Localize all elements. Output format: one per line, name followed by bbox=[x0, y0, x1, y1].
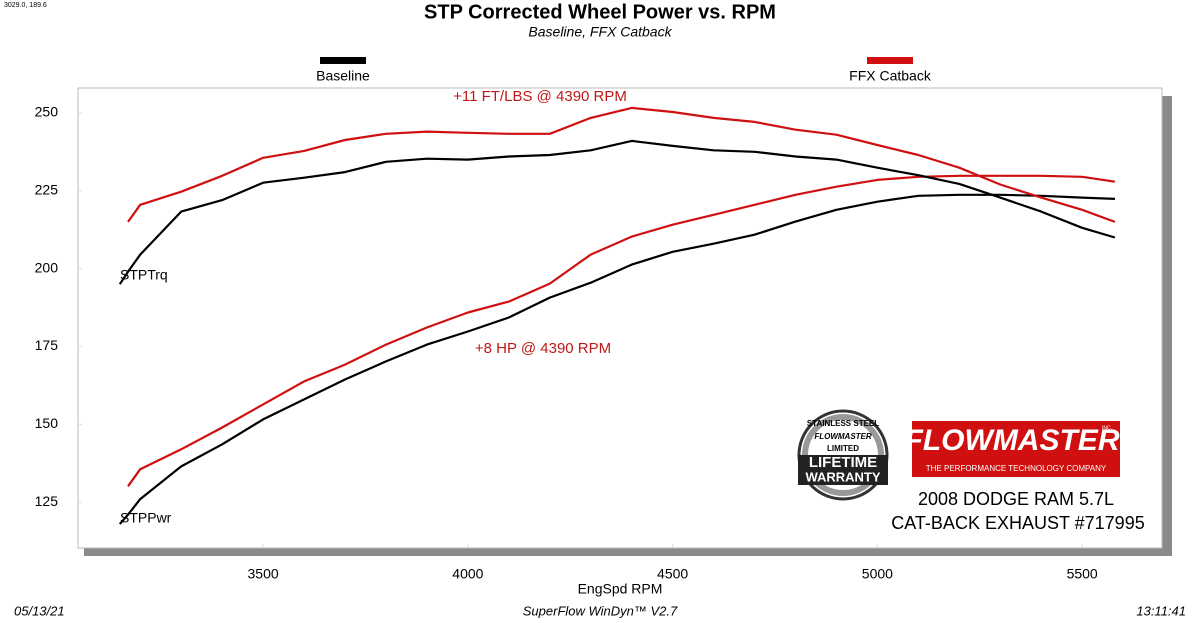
vehicle-line: 2008 DODGE RAM 5.7L bbox=[918, 489, 1114, 509]
legend-label: Baseline bbox=[316, 68, 370, 84]
footer-time: 13:11:41 bbox=[1136, 603, 1186, 618]
torque-line bbox=[118, 139, 1116, 285]
badge-brand: FLOWMASTER bbox=[814, 432, 872, 441]
chart-subtitle: Baseline, FFX Catback bbox=[528, 24, 672, 40]
legend-swatch bbox=[320, 57, 366, 64]
plot-area bbox=[77, 87, 1163, 549]
annotation: +11 FT/LBS @ 4390 RPM bbox=[453, 88, 627, 105]
legend-swatch bbox=[867, 57, 913, 64]
y-tick-label: 150 bbox=[35, 415, 59, 431]
legend-label: FFX Catback bbox=[849, 68, 932, 84]
footer-software: SuperFlow WinDyn™ V2.7 bbox=[523, 603, 678, 618]
x-tick-label: 4500 bbox=[657, 566, 688, 582]
annotation: +8 HP @ 4390 RPM bbox=[475, 340, 611, 357]
logo-box bbox=[912, 421, 1120, 477]
x-tick-label: 4000 bbox=[452, 566, 483, 582]
flowmaster-logo: FLOWMASTER INC. THE PERFORMANCE TECHNOLO… bbox=[905, 421, 1120, 477]
power-line bbox=[118, 193, 1115, 525]
power-line bbox=[127, 174, 1116, 487]
footer-date: 05/13/21 bbox=[14, 603, 65, 618]
y-tick-label: 125 bbox=[35, 493, 59, 509]
x-tick-label: 5000 bbox=[862, 566, 893, 582]
measure-label: STPTrq bbox=[120, 267, 168, 283]
logo-inc: INC. bbox=[1102, 425, 1112, 431]
badge-band bbox=[798, 455, 888, 485]
cursor-readout: 3029.0, 189.6 bbox=[4, 2, 47, 9]
warranty-badge: STAINLESS STEEL FLOWMASTER LIMITED LIFET… bbox=[797, 409, 889, 501]
chart-title: STP Corrected Wheel Power vs. RPM bbox=[424, 1, 776, 23]
x-tick-label: 5500 bbox=[1067, 566, 1098, 582]
torque-line bbox=[127, 106, 1116, 223]
logo-brand: FLOWMASTER bbox=[905, 424, 1120, 457]
logo-tagline: THE PERFORMANCE TECHNOLOGY COMPANY bbox=[926, 464, 1107, 473]
y-tick-label: 225 bbox=[35, 181, 59, 197]
y-tick-label: 200 bbox=[35, 259, 59, 275]
vehicle-line: CAT-BACK EXHAUST #717995 bbox=[891, 513, 1144, 533]
badge-line2: WARRANTY bbox=[805, 469, 880, 484]
y-tick-label: 250 bbox=[35, 104, 59, 120]
badge-limited: LIMITED bbox=[827, 444, 859, 453]
badge-line1: LIFETIME bbox=[809, 454, 877, 471]
badge-top: STAINLESS STEEL bbox=[807, 419, 879, 428]
measure-label: STPPwr bbox=[120, 510, 172, 526]
x-tick-label: 3500 bbox=[248, 566, 279, 582]
x-axis-label: EngSpd RPM bbox=[578, 581, 663, 597]
y-tick-label: 175 bbox=[35, 337, 59, 353]
